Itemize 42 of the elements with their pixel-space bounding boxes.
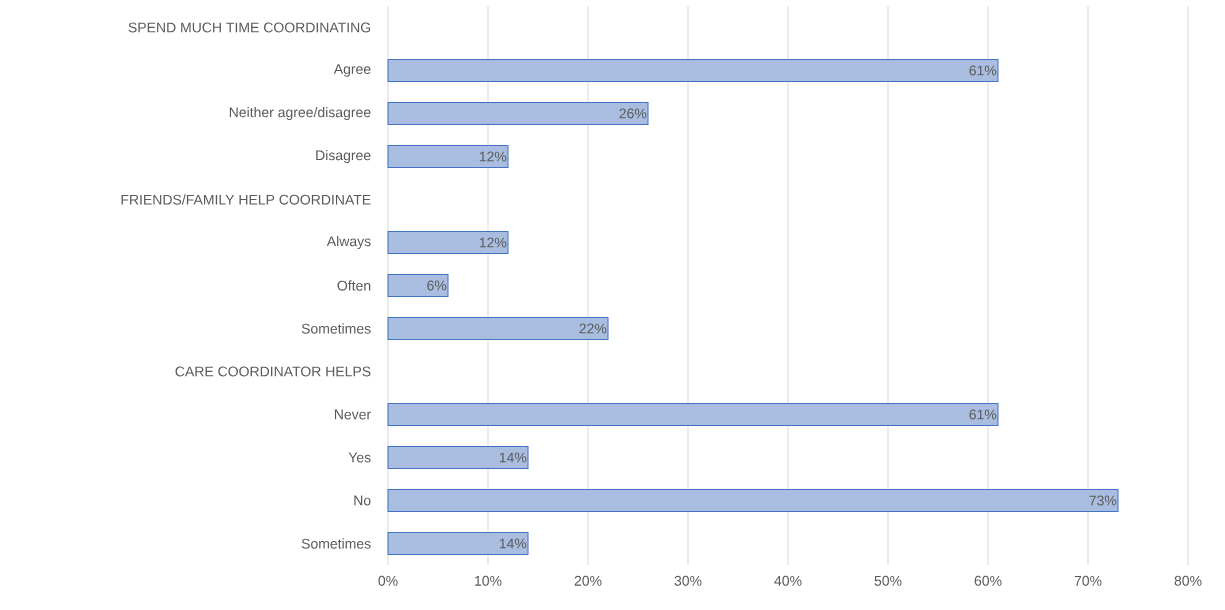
- data-label: 61%: [969, 65, 997, 76]
- y-tick-label: Disagree: [316, 149, 371, 164]
- data-label: 61%: [969, 409, 997, 420]
- data-label: 6%: [427, 280, 447, 291]
- x-tick-label: 0%: [378, 575, 398, 586]
- data-label: 22%: [579, 323, 607, 334]
- x-tick-label: 50%: [874, 575, 902, 586]
- y-tick-label: CARE COORDINATOR HELPS: [175, 366, 371, 377]
- y-tick-label: Agree: [333, 64, 371, 77]
- data-label: 12%: [479, 237, 507, 248]
- y-tick-label: Sometimes: [301, 538, 371, 549]
- y-tick-label: Yes: [348, 452, 371, 463]
- bar: [387, 532, 529, 556]
- x-tick-label: 10%: [475, 575, 502, 586]
- data-label: 73%: [1089, 495, 1117, 506]
- x-tick-label: 70%: [1074, 575, 1102, 586]
- bar: [387, 231, 509, 254]
- y-tick-label: FRIENDS/FAMILY HELP COORDINATE: [121, 194, 371, 205]
- data-label: 26%: [619, 108, 647, 119]
- y-tick-label: Sometimes: [301, 323, 371, 334]
- data-label: 12%: [479, 151, 507, 162]
- bar: [387, 274, 449, 297]
- bar: [387, 489, 1119, 513]
- bar: [387, 59, 999, 82]
- bar: [387, 317, 609, 340]
- x-tick-label: 20%: [574, 575, 602, 586]
- bar: [387, 403, 999, 426]
- data-label: 14%: [499, 538, 527, 549]
- y-tick-label: SPEND MUCH TIME COORDINATING: [128, 22, 371, 33]
- y-tick-label: No: [354, 495, 371, 506]
- bar: [387, 145, 509, 168]
- y-tick-label: Often: [337, 280, 371, 291]
- x-tick-label: 30%: [674, 575, 702, 586]
- bar: [387, 102, 649, 125]
- y-tick-label: Neither agree/disagree: [229, 106, 371, 121]
- x-tick-label: 60%: [974, 575, 1002, 586]
- data-label: 14%: [499, 452, 527, 463]
- y-tick-label: Never: [334, 409, 371, 420]
- x-tick-label: 40%: [774, 575, 802, 586]
- x-tick-label: 80%: [1174, 575, 1202, 586]
- y-tick-label: Always: [326, 235, 371, 250]
- bar: [387, 446, 529, 470]
